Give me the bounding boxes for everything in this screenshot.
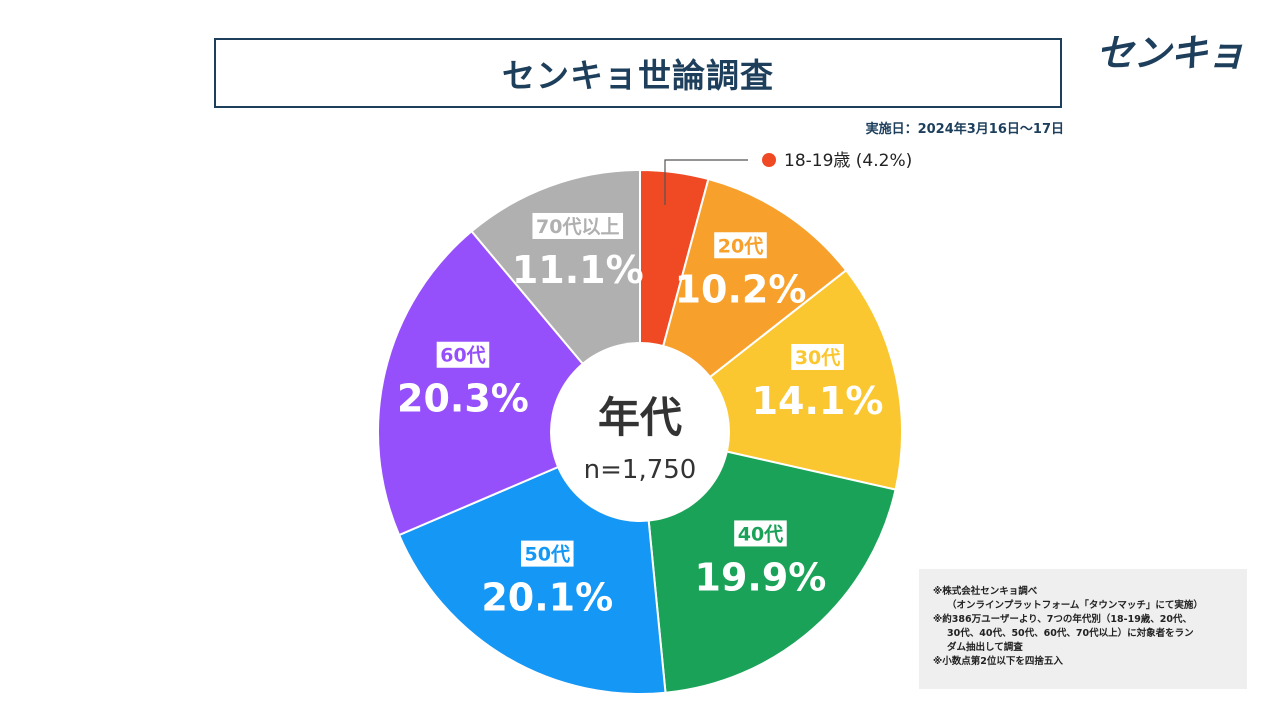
slice-name-label: 30代 (795, 347, 840, 369)
slice-name-label: 40代 (738, 523, 783, 545)
center-title: 年代 (598, 393, 682, 442)
note-line: ※約386万ユーザーより、7つの年代別（18-19歳、20代、 (933, 614, 1193, 625)
donut-center (550, 342, 730, 522)
slice-label-group: 40代 19.9% (695, 520, 827, 599)
slice-percent-label: 20.1% (481, 576, 613, 620)
slice-label-group: 30代 14.1% (752, 343, 884, 423)
slice-name-background (791, 343, 844, 370)
note-line: （オンラインプラットフォーム「タウンマッチ」にて実施） (947, 600, 1203, 611)
note-line: ダム抽出して調査 (947, 642, 1023, 653)
slice-percent-label: 10.2% (675, 267, 807, 311)
slice-label-group: 60代 20.3% (397, 341, 529, 421)
pie-slice-4 (638, 430, 897, 694)
survey-date: 実施日：2024年3月16日～17日 (865, 122, 1064, 137)
slice-name-label: 20代 (718, 235, 763, 257)
note-line: 30代、40代、50代、60代、70代以上）に対象者をラン (947, 628, 1194, 639)
callout-leader-line (664, 159, 748, 205)
callout-label: 18-19歳 (4.2%) (784, 151, 912, 171)
slice-name-background (520, 540, 574, 567)
notes-box: ※株式会社センキョ調べ （オンラインプラットフォーム「タウンマッチ」にて実施） … (919, 569, 1247, 689)
slice-name-background (714, 232, 767, 259)
title-box: センキョ世論調査 (214, 38, 1062, 108)
brand-logo: センキョ (1096, 30, 1245, 75)
slice-label-group: 50代 20.1% (481, 540, 613, 620)
callout-legend-dot (762, 153, 776, 167)
center-sample-size: n=1,750 (584, 455, 697, 485)
slice-name-label: 50代 (525, 544, 570, 566)
slice-name-label: 60代 (440, 345, 485, 367)
slice-name-background (734, 520, 787, 547)
slice-percent-label: 14.1% (752, 379, 884, 423)
slice-label-group: 70代以上 11.1% (512, 212, 644, 292)
slice-percent-label: 20.3% (397, 377, 529, 421)
slice-label-group: 20代 10.2% (675, 232, 807, 311)
note-line: ※小数点第2位以下を四捨五入 (933, 656, 1063, 667)
slice-name-background (532, 212, 624, 239)
slice-name-label: 70代以上 (536, 216, 619, 238)
slice-percent-label: 19.9% (695, 555, 827, 599)
slice-percent-label: 11.1% (512, 248, 644, 292)
page-title: センキョ世論調査 (502, 56, 774, 95)
note-line: ※株式会社センキョ調べ (933, 586, 1038, 597)
slice-name-background (436, 341, 490, 368)
